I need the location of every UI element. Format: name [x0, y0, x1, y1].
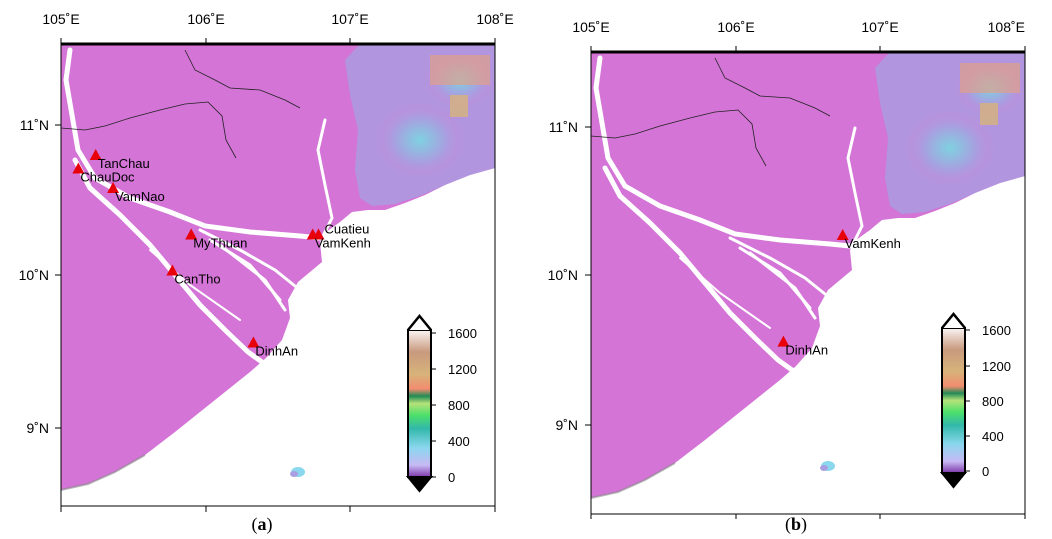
colorbar: 1600 1200 800 400 0 [939, 312, 1011, 489]
map-panel-a: 105˚E 106˚E 107˚E 108˚E 11˚N 10˚N 9˚N Ta… [19, 11, 514, 535]
lat-label: 10˚N [548, 267, 578, 283]
station-label: MyThuan [193, 236, 247, 251]
station-label: DinhAn [255, 344, 298, 359]
station-marker [836, 229, 849, 241]
lon-label: 108˚E [988, 19, 1025, 35]
lon-label: 106˚E [717, 19, 754, 35]
panel-caption: (b) [785, 514, 807, 535]
island [290, 467, 305, 477]
lon-label: 106˚E [187, 11, 224, 27]
station-label: CanTho [174, 272, 220, 287]
highland-relief [375, 102, 465, 178]
lon-label: 108˚E [476, 11, 513, 27]
colorbar: 1600 1200 800 400 0 [405, 314, 477, 493]
station-marker [777, 335, 790, 347]
station-marker [185, 228, 198, 240]
station-marker [166, 264, 179, 276]
station-label: DinhAn [785, 343, 828, 358]
colorbar-label: 800 [982, 394, 1004, 409]
station-marker [247, 336, 260, 348]
national-border [590, 57, 831, 167]
colorbar-label: 1200 [982, 359, 1011, 374]
station-label: VamNao [115, 189, 165, 204]
highland-relief [905, 110, 995, 186]
island [820, 461, 835, 471]
colorbar-label: 400 [982, 429, 1004, 444]
station-marker [89, 149, 102, 160]
colorbar-label: 1200 [448, 362, 477, 377]
highland-peak [430, 55, 490, 85]
station-label: TanChau [98, 156, 150, 171]
station-label: VamKenh [315, 236, 371, 251]
highland-peak [980, 103, 998, 125]
station-label: Cuatieu [325, 222, 370, 237]
colorbar-label: 0 [982, 464, 989, 479]
panel-caption: (a) [252, 514, 273, 535]
colorbar-label: 1600 [982, 323, 1011, 338]
lat-label: 11˚N [20, 117, 49, 133]
station-marker [306, 228, 319, 240]
lat-label: 9˚N [555, 417, 578, 433]
lon-label: 107˚E [331, 11, 368, 27]
national-border [60, 49, 301, 159]
station-layer: VamKenh DinhAn [777, 229, 901, 358]
station-label: VamKenh [845, 236, 901, 251]
map-panel-b: 105˚E 106˚E 107˚E 108˚E 11˚N 10˚N 9˚N Va… [548, 19, 1026, 535]
coast-shadow [60, 454, 146, 491]
highland-peak [960, 63, 1020, 93]
colorbar-label: 0 [448, 470, 455, 485]
river-network [593, 55, 864, 373]
lon-label: 105˚E [42, 11, 79, 27]
lat-label: 9˚N [26, 420, 49, 436]
lat-label: 11˚N [549, 119, 578, 135]
lat-label: 10˚N [19, 267, 49, 283]
coast-shadow [590, 462, 676, 499]
highland-peak [450, 95, 468, 117]
colorbar-label: 800 [448, 398, 470, 413]
station-marker [107, 182, 120, 193]
colorbar-label: 1600 [448, 326, 477, 341]
station-marker [72, 162, 85, 174]
lon-label: 105˚E [572, 19, 609, 35]
colorbar-label: 400 [448, 434, 470, 449]
station-label: ChauDoc [80, 170, 135, 185]
lon-label: 107˚E [861, 19, 898, 35]
